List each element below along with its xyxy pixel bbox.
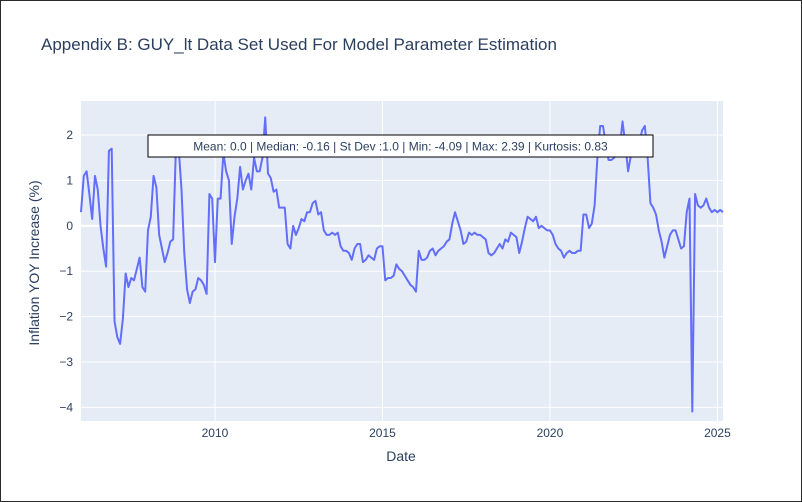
y-tick-label: 2 — [66, 128, 73, 142]
axes: −4 −3 −2 −1 0 1 2 2010 2015 2020 2025 — [59, 128, 731, 440]
x-tick-label: 2010 — [202, 426, 229, 440]
y-tick-label: −1 — [59, 264, 73, 278]
stats-annotation-box — [147, 134, 654, 158]
x-tick-label: 2025 — [704, 426, 731, 440]
stats-annotation: Mean: 0.0 | Median: -0.16 | St Dev :1.0 … — [147, 134, 654, 158]
y-tick-label: −3 — [59, 355, 73, 369]
x-tick-label: 2020 — [537, 426, 564, 440]
y-axis-label: Inflation YOY Increase (%) — [26, 180, 42, 345]
stats-annotation-text: Mean: 0.0 | Median: -0.16 | St Dev :1.0 … — [193, 140, 608, 154]
x-axis-label: Date — [386, 448, 416, 464]
y-tick-label: 1 — [66, 173, 73, 187]
chart-title: Appendix B: GUY_lt Data Set Used For Mod… — [41, 35, 557, 54]
x-tick-label: 2015 — [369, 426, 396, 440]
y-tick-label: −4 — [59, 400, 73, 414]
y-tick-label: 0 — [66, 219, 73, 233]
y-tick-label: −2 — [59, 310, 73, 324]
